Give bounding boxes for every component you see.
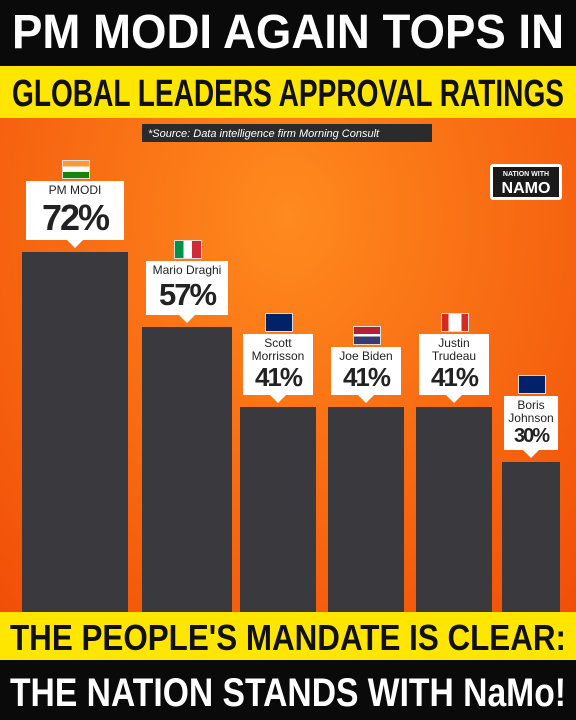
footer-line1: THE PEOPLE'S MANDATE IS CLEAR: <box>10 617 566 658</box>
label-box: Boris Johnson 30% <box>504 396 558 458</box>
value-label: 57% <box>158 277 217 312</box>
category-label: PM MODI <box>48 183 102 197</box>
category-label: Mario Draghi <box>152 263 222 277</box>
value-label: 72% <box>41 197 110 238</box>
footer-line2: THE NATION STANDS WITH NaMo! <box>10 671 566 715</box>
source-bg <box>142 124 432 142</box>
label-box: Mario Draghi 57% <box>145 261 229 323</box>
value-label: 30% <box>513 425 550 447</box>
label-box: PM MODI 72% <box>26 181 124 249</box>
bar <box>240 407 316 612</box>
source: *Source: Data intelligence firm Morning … <box>148 128 380 140</box>
flag <box>174 240 202 259</box>
value-label: 41% <box>342 362 391 392</box>
footer-band-dark <box>0 660 576 720</box>
flag <box>265 313 293 332</box>
flag <box>441 313 469 332</box>
label-box: Justin Trudeau 41% <box>419 334 489 403</box>
category-label: Justin Trudeau <box>431 336 477 363</box>
flag <box>62 160 90 179</box>
category-label: Joe Biden <box>339 349 393 363</box>
header-band <box>0 0 576 66</box>
subtitle: GLOBAL LEADERS APPROVAL RATINGS <box>12 73 564 115</box>
subheader-band <box>0 66 576 118</box>
bar <box>328 407 404 612</box>
logo-main: NAMO <box>502 180 551 197</box>
flag <box>353 326 381 345</box>
label-box: Scott Morrisson 41% <box>243 334 313 403</box>
bar <box>142 327 232 612</box>
label-box: Joe Biden 41% <box>331 347 401 403</box>
bar <box>502 462 560 612</box>
footer-band <box>0 612 576 660</box>
value-label: 41% <box>430 362 479 392</box>
category-label: Scott Morrisson <box>251 336 305 363</box>
flag <box>518 375 546 394</box>
value-label: 41% <box>254 362 303 392</box>
title: PM MODI AGAIN TOPS IN <box>12 6 564 59</box>
logo-inner <box>493 167 559 197</box>
bar <box>22 252 128 612</box>
bar <box>416 407 492 612</box>
logo-top: NATION WITH <box>503 171 549 178</box>
category-label: Boris Johnson <box>508 398 554 425</box>
